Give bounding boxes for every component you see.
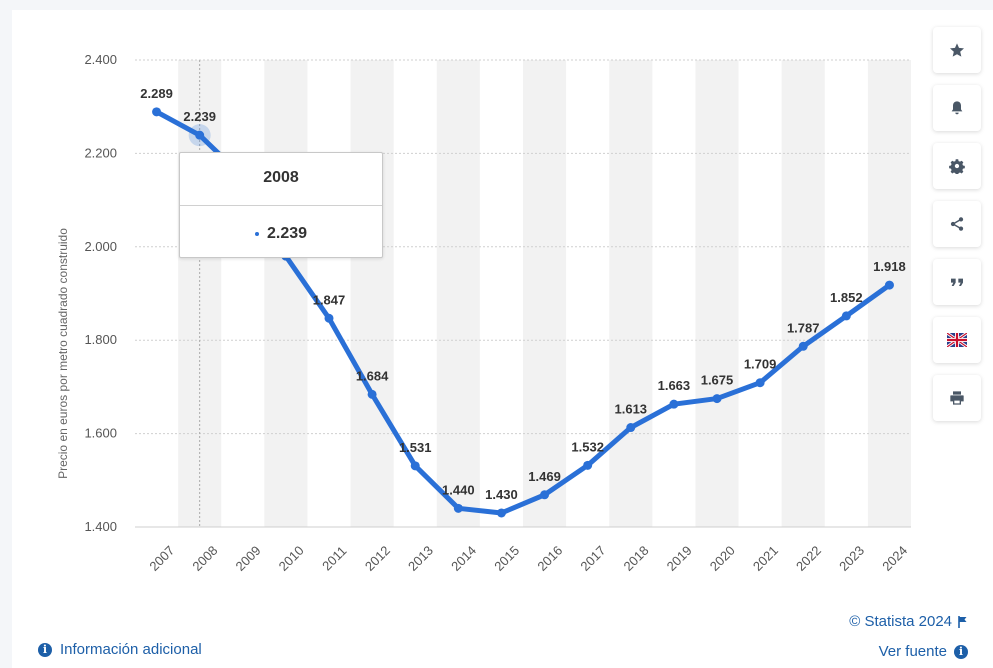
data-point — [453, 503, 463, 513]
data-point — [583, 460, 593, 470]
data-label: 1.531 — [399, 440, 432, 455]
tooltip-value: 2.239 — [266, 225, 308, 242]
data-label: 1.663 — [658, 378, 691, 393]
data-point — [841, 311, 851, 321]
data-point — [626, 423, 636, 433]
cite-button[interactable] — [933, 259, 981, 305]
data-point — [540, 490, 550, 500]
category-band — [695, 60, 739, 527]
bell-icon — [951, 101, 963, 115]
chart-tooltip: 2008 2.239 — [179, 152, 383, 258]
flag-icon — [958, 615, 967, 628]
y-tick-label: 2.400 — [84, 52, 117, 67]
data-label: 1.469 — [528, 469, 561, 484]
data-point — [152, 107, 162, 117]
x-tick-label: 2008 — [189, 543, 220, 574]
category-band — [436, 60, 480, 527]
data-point — [410, 461, 420, 471]
data-point — [755, 378, 765, 388]
y-tick-label: 2.000 — [84, 239, 117, 254]
source-link[interactable]: Ver fuente i — [879, 643, 968, 660]
data-point — [798, 341, 808, 351]
notification-button[interactable] — [933, 85, 981, 131]
x-tick-label: 2019 — [664, 543, 695, 574]
data-label: 1.684 — [356, 368, 389, 383]
x-tick-label: 2023 — [836, 543, 867, 574]
x-tick-label: 2016 — [534, 543, 565, 574]
category-band — [609, 60, 653, 527]
y-axis-title: Precio en euros por metro cuadrado const… — [56, 228, 70, 479]
x-tick-label: 2018 — [621, 543, 652, 574]
settings-button[interactable] — [933, 143, 981, 189]
x-tick-label: 2015 — [491, 543, 522, 574]
gear-icon — [949, 159, 965, 174]
category-band — [781, 60, 825, 527]
data-point — [884, 280, 894, 290]
tooltip-value-row: 2.239 — [180, 206, 382, 256]
x-tick-label: 2007 — [146, 543, 177, 574]
category-band — [264, 60, 308, 527]
x-tick-label: 2013 — [405, 543, 436, 574]
share-icon — [950, 217, 964, 231]
x-tick-label: 2022 — [793, 543, 824, 574]
data-point — [367, 389, 377, 399]
print-icon — [950, 391, 964, 405]
x-tick-label: 2020 — [707, 543, 738, 574]
data-label: 1.675 — [701, 373, 734, 388]
data-label: 2.239 — [183, 109, 216, 124]
x-tick-label: 2014 — [448, 543, 479, 574]
data-point — [496, 508, 506, 518]
source-link-text: Ver fuente — [878, 643, 947, 660]
data-label: 1.852 — [830, 290, 863, 305]
x-tick-label: 2012 — [362, 543, 393, 574]
data-point — [669, 399, 679, 409]
share-button[interactable] — [933, 201, 981, 247]
x-tick-label: 2021 — [750, 543, 781, 574]
info-icon: i — [954, 644, 968, 659]
favorite-button[interactable] — [933, 27, 981, 73]
x-tick-label: 2011 — [319, 543, 349, 573]
data-label: 1.532 — [571, 439, 604, 454]
y-tick-label: 1.800 — [84, 332, 117, 347]
data-label: 1.847 — [313, 292, 346, 307]
category-band — [523, 60, 567, 527]
star-icon — [950, 43, 964, 57]
copyright-text: © Statista 2024 — [849, 613, 952, 630]
quote-icon — [951, 278, 963, 286]
additional-info-text: Información adicional — [60, 641, 202, 658]
chart-toolbar — [933, 27, 981, 433]
additional-info-link[interactable]: i Información adicional — [38, 641, 202, 658]
series-dot-icon — [254, 231, 259, 236]
category-band — [350, 60, 394, 527]
data-label: 1.918 — [873, 259, 906, 274]
tooltip-title: 2008 — [180, 153, 382, 206]
data-point — [712, 394, 722, 404]
data-point — [195, 130, 205, 140]
y-tick-label: 1.400 — [84, 519, 117, 534]
x-tick-label: 2010 — [276, 543, 307, 574]
data-label: 1.430 — [485, 487, 518, 502]
language-button[interactable] — [933, 317, 981, 363]
print-button[interactable] — [933, 375, 981, 421]
data-label: 1.709 — [744, 357, 777, 372]
data-label: 2.289 — [140, 86, 173, 101]
info-icon: i — [38, 642, 52, 657]
y-tick-label: 2.200 — [84, 145, 117, 160]
data-label: 1.440 — [442, 482, 475, 497]
x-tick-label: 2017 — [577, 543, 608, 574]
data-label: 1.613 — [615, 402, 648, 417]
x-tick-label: 2024 — [879, 543, 910, 574]
data-point — [324, 313, 334, 323]
flag-uk-icon — [947, 333, 967, 347]
copyright-link[interactable]: © Statista 2024 — [849, 613, 968, 630]
y-tick-label: 1.600 — [84, 426, 117, 441]
x-tick-label: 2009 — [233, 543, 264, 574]
data-label: 1.787 — [787, 320, 820, 335]
